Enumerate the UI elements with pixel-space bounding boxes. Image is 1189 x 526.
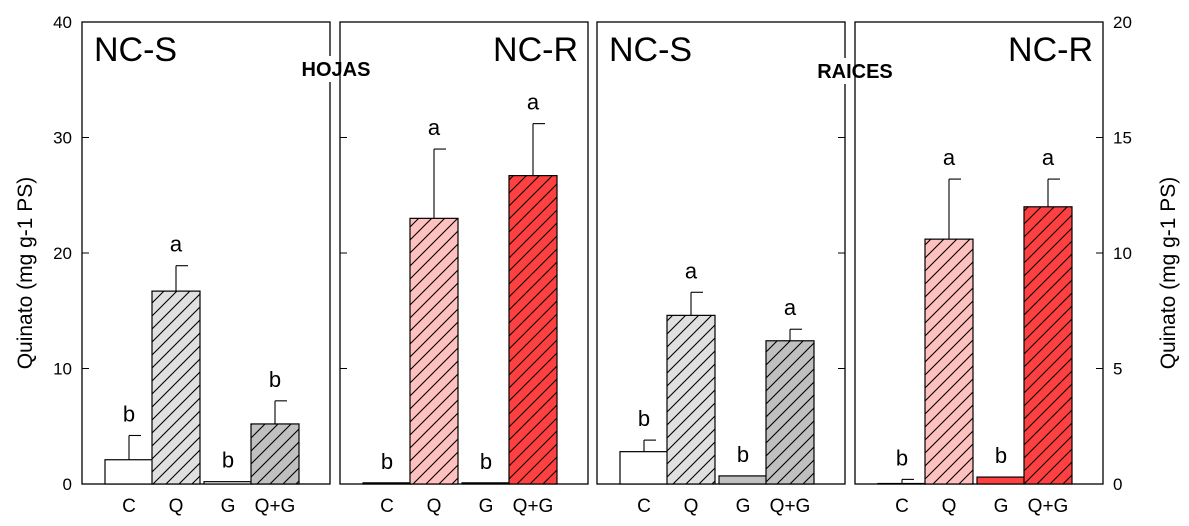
bar-hatch (251, 423, 299, 484)
bar (877, 482, 927, 485)
y-axis-label: Quinato (mg g-1 PS) (1157, 177, 1180, 370)
y-tick-label: 0 (1113, 475, 1122, 494)
bar-hatch (509, 175, 557, 485)
bar (203, 481, 253, 485)
group-label: HOJAS (302, 59, 371, 81)
significance-letter: b (638, 406, 650, 431)
bar (976, 476, 1026, 485)
y-tick-label: 20 (53, 244, 72, 263)
significance-letter: a (1042, 145, 1055, 170)
y-tick-label: 15 (1113, 129, 1132, 148)
x-tick-label: C (895, 496, 909, 517)
significance-letter: b (222, 448, 234, 473)
x-tick-label: G (221, 496, 236, 517)
significance-letter: a (527, 90, 540, 115)
bar (619, 451, 669, 485)
bar-hatch (410, 218, 458, 484)
x-tick-label: C (637, 496, 651, 517)
significance-letter: a (428, 115, 441, 140)
bar (362, 482, 412, 485)
panel-title: NC-R (493, 31, 578, 69)
significance-letter: b (269, 367, 281, 392)
significance-letter: a (943, 145, 956, 170)
y-tick-label: 10 (53, 360, 72, 379)
x-tick-label: Q (427, 496, 442, 517)
y-tick-label: 0 (63, 475, 72, 494)
y-tick-label: 40 (53, 13, 72, 32)
bar (104, 459, 154, 485)
x-tick-label: Q+G (770, 496, 811, 517)
x-tick-label: G (736, 496, 751, 517)
bar-hatch (667, 315, 715, 484)
bar (718, 475, 768, 485)
x-tick-label: Q+G (255, 496, 296, 517)
y-tick-label: 20 (1113, 13, 1132, 32)
x-tick-label: Q (684, 496, 699, 517)
y-tick-label: 10 (1113, 244, 1132, 263)
x-tick-label: Q+G (513, 496, 554, 517)
significance-letter: b (480, 449, 492, 474)
y-axis-label: Quinato (mg g-1 PS) (14, 177, 37, 370)
significance-letter: b (123, 401, 135, 426)
significance-letter: b (381, 449, 393, 474)
significance-letter: b (737, 442, 749, 467)
panel-title: NC-R (1008, 31, 1093, 69)
bar (461, 482, 511, 485)
panel-title: NC-S (94, 31, 177, 69)
panel-frame (81, 21, 331, 485)
x-tick-label: G (479, 496, 494, 517)
x-tick-label: Q (169, 496, 184, 517)
bar-hatch (766, 340, 814, 484)
bar-hatch (925, 239, 973, 484)
significance-letter: a (784, 295, 797, 320)
significance-letter: a (170, 232, 183, 257)
significance-letter: a (685, 258, 698, 283)
y-tick-label: 30 (53, 129, 72, 148)
panel-title: NC-S (609, 31, 692, 69)
x-tick-label: Q+G (1028, 496, 1069, 517)
x-tick-label: C (380, 496, 394, 517)
group-label-bg (294, 56, 378, 82)
bar-hatch (1024, 206, 1072, 485)
significance-letter: b (995, 443, 1007, 468)
significance-letter: b (896, 445, 908, 470)
y-tick-label: 5 (1113, 360, 1122, 379)
bar-hatch (152, 291, 200, 484)
x-tick-label: G (994, 496, 1009, 517)
x-tick-label: C (122, 496, 136, 517)
x-tick-label: Q (942, 496, 957, 517)
